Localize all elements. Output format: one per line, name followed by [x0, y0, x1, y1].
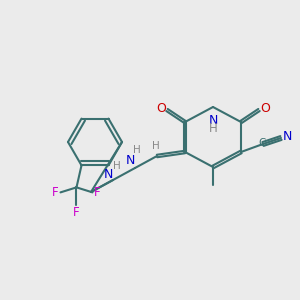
Text: N: N	[208, 115, 218, 128]
Text: F: F	[94, 186, 101, 199]
Text: O: O	[260, 101, 270, 115]
Text: N: N	[282, 130, 292, 143]
Text: H: H	[208, 122, 217, 136]
Text: N: N	[125, 154, 135, 167]
Text: F: F	[73, 206, 80, 219]
Text: N: N	[103, 169, 113, 182]
Text: H: H	[152, 141, 160, 151]
Text: H: H	[133, 145, 141, 155]
Text: H: H	[113, 161, 121, 171]
Text: C: C	[258, 138, 266, 148]
Text: O: O	[156, 101, 166, 115]
Text: F: F	[52, 186, 59, 199]
